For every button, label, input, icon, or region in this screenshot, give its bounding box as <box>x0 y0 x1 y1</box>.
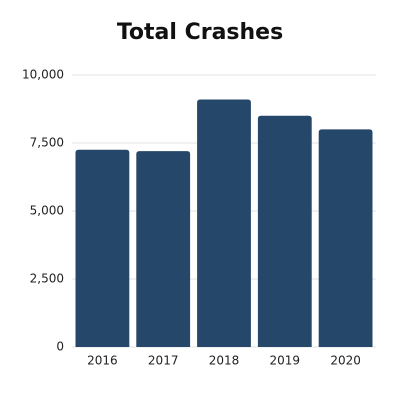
x-tick-label: 2016 <box>87 354 118 368</box>
y-tick-label: 10,000 <box>22 68 64 82</box>
bar <box>136 151 191 347</box>
y-tick-label: 2,500 <box>30 272 64 286</box>
x-tick-label: 2020 <box>330 354 361 368</box>
bar <box>257 115 312 347</box>
bar <box>75 149 130 347</box>
y-tick-label: 7,500 <box>30 136 64 150</box>
bar <box>318 129 373 347</box>
chart-title: Total Crashes <box>117 20 283 45</box>
x-tick-label: 2019 <box>270 354 301 368</box>
y-tick-label: 0 <box>56 340 64 354</box>
x-tick-label: 2017 <box>148 354 179 368</box>
bar <box>197 99 251 347</box>
x-tick-label: 2018 <box>209 354 240 368</box>
y-tick-label: 5,000 <box>30 204 64 218</box>
